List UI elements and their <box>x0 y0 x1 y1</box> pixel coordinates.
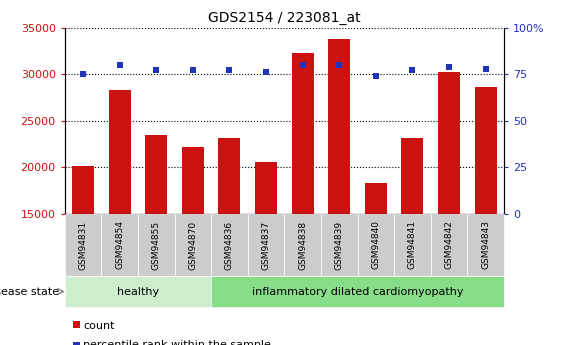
Text: GSM94870: GSM94870 <box>189 220 197 269</box>
Text: GSM94842: GSM94842 <box>445 220 453 269</box>
Text: GSM94840: GSM94840 <box>372 220 380 269</box>
Bar <box>255 162 277 214</box>
Text: disease state: disease state <box>0 287 59 296</box>
Text: percentile rank within the sample: percentile rank within the sample <box>83 340 271 345</box>
Text: GSM94838: GSM94838 <box>298 220 307 269</box>
Text: GSM94837: GSM94837 <box>262 220 270 269</box>
Bar <box>438 72 460 214</box>
Text: GSM94843: GSM94843 <box>481 220 490 269</box>
Bar <box>365 183 387 214</box>
Bar <box>401 138 423 214</box>
Text: GSM94839: GSM94839 <box>335 220 343 269</box>
Text: GSM94831: GSM94831 <box>79 220 87 269</box>
Bar <box>72 166 94 214</box>
Text: GSM94841: GSM94841 <box>408 220 417 269</box>
Text: GSM94836: GSM94836 <box>225 220 234 269</box>
Bar <box>145 135 167 214</box>
Bar <box>109 90 131 214</box>
Bar <box>218 138 240 214</box>
Title: GDS2154 / 223081_at: GDS2154 / 223081_at <box>208 11 361 25</box>
Text: GSM94854: GSM94854 <box>115 220 124 269</box>
Text: healthy: healthy <box>117 287 159 296</box>
Text: count: count <box>83 321 115 331</box>
Text: inflammatory dilated cardiomyopathy: inflammatory dilated cardiomyopathy <box>252 287 463 296</box>
Text: GSM94855: GSM94855 <box>152 220 160 269</box>
Bar <box>328 39 350 214</box>
Bar <box>475 87 497 214</box>
Bar <box>292 53 314 214</box>
Bar <box>182 147 204 214</box>
